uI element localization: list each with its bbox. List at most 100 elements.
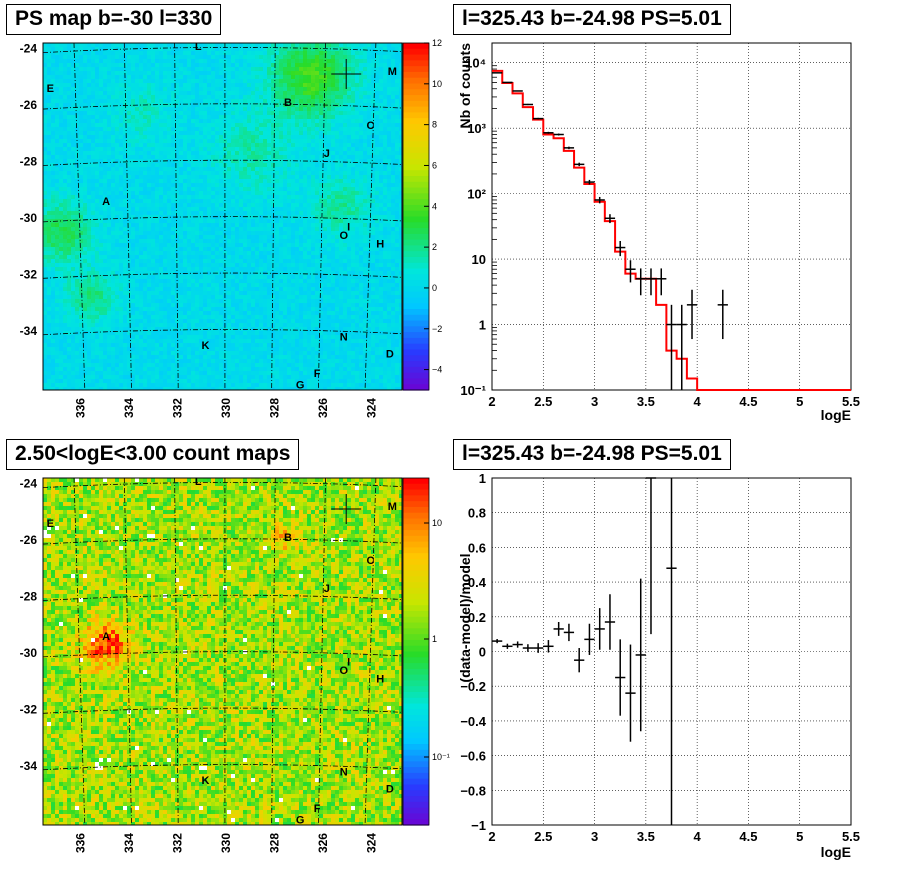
map-pixel bbox=[187, 115, 191, 119]
map-pixel bbox=[283, 99, 287, 103]
map-pixel bbox=[175, 75, 179, 79]
map-pixel bbox=[327, 87, 331, 91]
map-pixel bbox=[227, 207, 231, 211]
map-pixel bbox=[203, 139, 207, 143]
map-pixel bbox=[215, 75, 219, 79]
map-pixel bbox=[299, 63, 303, 67]
map-pixel bbox=[375, 151, 379, 155]
map-pixel bbox=[171, 127, 175, 131]
map-pixel bbox=[47, 183, 51, 187]
map-pixel bbox=[71, 131, 75, 135]
map-pixel bbox=[67, 263, 71, 267]
map-pixel bbox=[347, 191, 351, 195]
map-pixel bbox=[299, 171, 303, 175]
map-pixel bbox=[335, 247, 339, 251]
map-pixel bbox=[383, 231, 387, 235]
map-pixel bbox=[139, 55, 143, 59]
map-pixel bbox=[183, 59, 187, 63]
map-pixel bbox=[199, 147, 203, 151]
map-pixel bbox=[383, 187, 387, 191]
map-pixel bbox=[399, 191, 402, 195]
map-pixel bbox=[247, 183, 251, 187]
map-pixel bbox=[183, 231, 187, 235]
map-pixel bbox=[299, 255, 303, 259]
map-pixel bbox=[55, 231, 59, 235]
map-pixel bbox=[295, 251, 299, 255]
map-pixel bbox=[351, 159, 355, 163]
map-pixel bbox=[211, 115, 215, 119]
map-pixel bbox=[139, 163, 143, 167]
map-pixel bbox=[67, 223, 71, 227]
map-pixel bbox=[63, 99, 67, 103]
map-pixel bbox=[235, 79, 239, 83]
map-pixel bbox=[391, 163, 395, 167]
map-pixel bbox=[307, 151, 311, 155]
map-pixel bbox=[267, 223, 271, 227]
map-pixel bbox=[283, 187, 287, 191]
map-pixel bbox=[359, 131, 363, 135]
map-pixel bbox=[183, 187, 187, 191]
map-pixel bbox=[351, 43, 355, 47]
map-pixel bbox=[399, 167, 402, 171]
map-pixel bbox=[79, 243, 83, 247]
map-pixel bbox=[255, 107, 259, 111]
map-pixel bbox=[259, 95, 263, 99]
map-pixel bbox=[143, 167, 147, 171]
map-pixel bbox=[67, 95, 71, 99]
map-pixel bbox=[87, 219, 91, 223]
map-pixel bbox=[159, 59, 163, 63]
map-pixel bbox=[331, 199, 335, 203]
map-pixel bbox=[103, 239, 107, 243]
map-pixel bbox=[363, 183, 367, 187]
map-pixel bbox=[151, 239, 155, 243]
map-pixel bbox=[331, 183, 335, 187]
map-pixel bbox=[139, 111, 143, 115]
map-pixel bbox=[151, 183, 155, 187]
map-pixel bbox=[107, 139, 111, 143]
map-pixel bbox=[375, 83, 379, 87]
map-pixel bbox=[55, 151, 59, 155]
map-pixel bbox=[231, 211, 235, 215]
map-pixel bbox=[339, 219, 343, 223]
map-pixel bbox=[115, 215, 119, 219]
map-pixel bbox=[59, 123, 63, 127]
map-pixel bbox=[275, 47, 279, 51]
map-pixel bbox=[355, 227, 359, 231]
map-pixel bbox=[387, 115, 391, 119]
map-pixel bbox=[323, 79, 327, 83]
map-pixel bbox=[251, 95, 255, 99]
map-pixel bbox=[351, 119, 355, 123]
map-pixel bbox=[95, 227, 99, 231]
map-pixel bbox=[171, 75, 175, 79]
map-pixel bbox=[295, 247, 299, 251]
map-pixel bbox=[391, 71, 395, 75]
map-pixel bbox=[151, 235, 155, 239]
map-pixel bbox=[231, 79, 235, 83]
map-pixel bbox=[143, 175, 147, 179]
map-pixel bbox=[275, 51, 279, 55]
map-pixel bbox=[155, 111, 159, 115]
map-pixel bbox=[63, 127, 67, 131]
map-pixel bbox=[395, 123, 399, 127]
map-pixel bbox=[167, 223, 171, 227]
map-pixel bbox=[343, 83, 347, 87]
map-pixel bbox=[159, 159, 163, 163]
map-pixel bbox=[179, 179, 183, 183]
map-pixel bbox=[187, 143, 191, 147]
map-pixel bbox=[231, 255, 235, 259]
map-pixel bbox=[211, 51, 215, 55]
map-pixel bbox=[247, 251, 251, 255]
map-pixel bbox=[315, 127, 319, 131]
map-pixel bbox=[199, 83, 203, 87]
map-pixel bbox=[307, 191, 311, 195]
map-pixel bbox=[247, 55, 251, 59]
map-pixel bbox=[299, 107, 303, 111]
map-pixel bbox=[63, 103, 67, 107]
map-pixel bbox=[75, 235, 79, 239]
map-pixel bbox=[51, 207, 55, 211]
map-pixel bbox=[351, 191, 355, 195]
map-pixel bbox=[263, 131, 267, 135]
map-pixel bbox=[87, 163, 91, 167]
map-pixel bbox=[343, 223, 347, 227]
map-pixel bbox=[279, 227, 283, 231]
